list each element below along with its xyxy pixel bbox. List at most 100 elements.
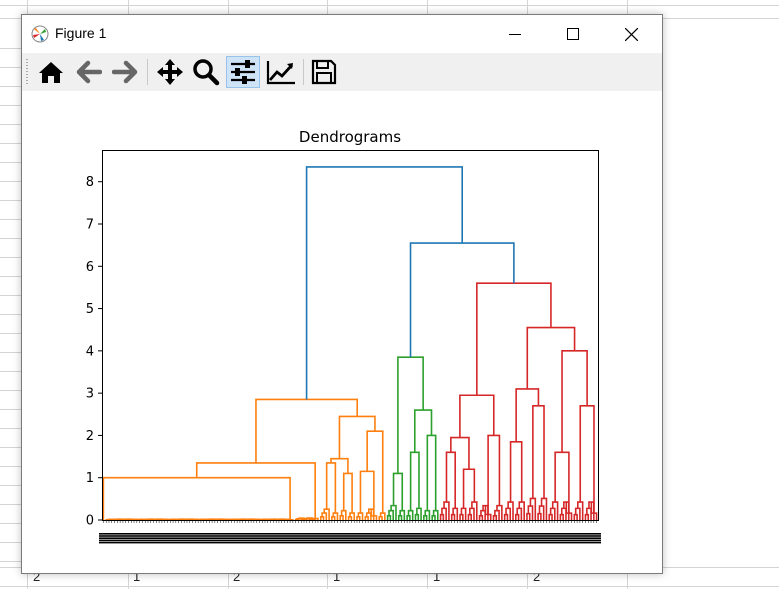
y-tick-label: 0	[86, 514, 94, 529]
dendrogram-link	[409, 451, 420, 511]
home-button[interactable]	[34, 56, 68, 88]
dendrogram-link	[476, 282, 552, 396]
dendrogram-link	[532, 405, 545, 499]
dendrogram-link	[397, 514, 403, 520]
dendrogram-link	[413, 409, 433, 453]
dendrogram-link	[450, 513, 456, 520]
close-button[interactable]	[603, 15, 659, 53]
dendrogram-link	[526, 326, 576, 389]
sliders-icon	[231, 60, 255, 84]
dendrogram-link	[286, 518, 294, 521]
sheet-cell: 1	[433, 569, 441, 584]
y-tick-label: 1	[86, 471, 94, 486]
pan-button[interactable]	[153, 56, 187, 88]
dendrogram-link	[515, 388, 540, 442]
figure-window: Figure 1	[21, 14, 663, 574]
y-tick-label: 2	[86, 429, 94, 444]
sheet-cell: 2	[533, 569, 541, 584]
dendrogram-link	[484, 505, 492, 520]
dendrogram-link	[423, 514, 428, 520]
dendrogram-link	[561, 350, 588, 453]
dendrogram-link	[487, 434, 501, 515]
forward-button[interactable]	[108, 56, 142, 88]
dendrogram-link	[471, 501, 478, 520]
dendrogram-link	[565, 502, 573, 520]
dendrogram-link	[426, 434, 437, 511]
dendrogram-link	[551, 501, 559, 520]
y-tick-label: 7	[86, 218, 94, 233]
configure-subplots-button[interactable]	[226, 56, 260, 88]
y-tick-label: 5	[86, 302, 94, 317]
dendrogram-link	[459, 394, 495, 438]
figure-canvas[interactable]: Dendrograms 0 1 2 3 4 5 6 7 8	[22, 91, 662, 573]
y-tick-label: 6	[86, 260, 94, 275]
leaf-label-band	[99, 535, 601, 537]
maximize-icon	[567, 28, 579, 40]
leaf-label-band	[99, 537, 601, 539]
dendrogram-link	[305, 166, 464, 400]
dendrogram-link	[590, 502, 598, 520]
minimize-button[interactable]	[487, 15, 543, 53]
move-icon	[157, 59, 183, 85]
dendrogram-link	[492, 514, 498, 520]
y-tick-label: 4	[86, 344, 94, 359]
toolbar-grip[interactable]	[26, 59, 28, 85]
dendrogram-links	[102, 166, 598, 521]
y-tick-label: 3	[86, 387, 94, 402]
dendrogram-link	[321, 512, 328, 520]
dendrogram-link	[579, 405, 595, 514]
plot-area	[102, 150, 599, 521]
dendrogram-link	[526, 512, 531, 520]
dendrogram-link	[584, 513, 590, 520]
toolbar-separator	[147, 59, 148, 85]
dendrogram-link	[392, 472, 404, 511]
dendrogram-link	[390, 504, 397, 520]
dendrogram-link	[443, 501, 450, 520]
sheet-cell: 2	[233, 569, 241, 584]
minimize-icon	[509, 34, 521, 35]
dendrogram-link	[439, 513, 445, 520]
dendrogram-link	[338, 415, 376, 459]
dendrogram-link	[406, 514, 411, 520]
arrow-right-icon	[112, 60, 138, 84]
dendrogram-link	[478, 514, 484, 520]
zoom-button[interactable]	[189, 56, 223, 88]
sheet-cell: 2	[33, 569, 41, 584]
toolbar	[22, 53, 662, 91]
dendrogram-link	[386, 514, 392, 520]
home-icon	[39, 62, 63, 83]
save-button[interactable]	[307, 56, 341, 88]
dendrogram-link	[330, 457, 349, 474]
dendrogram-link	[507, 501, 514, 520]
leaf-label-band	[99, 541, 601, 544]
dendrogram-link	[554, 451, 570, 514]
dendrogram-link	[514, 513, 520, 520]
dendrogram-link	[364, 516, 369, 520]
dendrogram-link	[496, 504, 503, 520]
back-button[interactable]	[72, 56, 106, 88]
edit-axis-button[interactable]	[264, 56, 298, 88]
dendrogram-link	[339, 514, 344, 520]
magnifier-icon	[193, 59, 220, 86]
dendrogram-link	[409, 242, 515, 358]
y-tick-label: 8	[86, 175, 94, 190]
dendrogram-link	[538, 505, 545, 520]
sheet-cell: 1	[133, 569, 141, 584]
dendrogram-link	[576, 501, 584, 520]
dendrogram-link	[357, 512, 364, 520]
dendrogram-link	[325, 462, 337, 514]
dendrogram-link	[445, 451, 456, 509]
dendrogram-link	[195, 462, 316, 519]
dendrogram-link	[347, 516, 353, 520]
dendrogram-link	[356, 516, 361, 520]
dendrogram-link	[573, 513, 578, 520]
window-title: Figure 1	[55, 25, 107, 41]
maximize-button[interactable]	[545, 15, 601, 53]
title-bar[interactable]: Figure 1	[22, 15, 662, 53]
matplotlib-logo-icon	[31, 25, 49, 43]
dendrogram-link	[414, 513, 420, 520]
dendrogram-link	[467, 513, 473, 520]
dendrogram-link	[342, 472, 353, 514]
dendrogram-link	[378, 516, 383, 520]
dendrogram-link	[349, 512, 355, 520]
